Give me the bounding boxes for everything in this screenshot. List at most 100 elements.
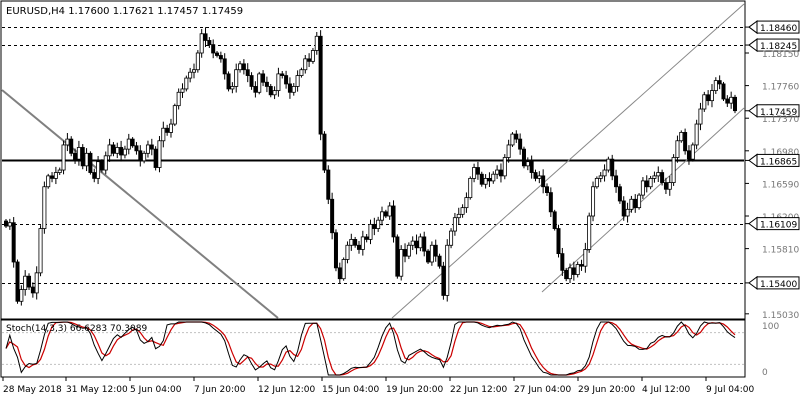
candle-bear[interactable] bbox=[437, 255, 442, 267]
candle-bear[interactable] bbox=[11, 222, 16, 263]
candle-bear[interactable] bbox=[119, 147, 124, 156]
candle-bull[interactable] bbox=[142, 152, 147, 162]
candle-bull[interactable] bbox=[84, 152, 89, 167]
candle-bear[interactable] bbox=[544, 186, 549, 194]
candle-bull[interactable] bbox=[46, 175, 51, 188]
candle-bear[interactable] bbox=[111, 144, 116, 154]
candle-bear[interactable] bbox=[15, 261, 20, 302]
candle-bear[interactable] bbox=[621, 200, 626, 217]
candle-bull[interactable] bbox=[115, 147, 120, 154]
candle-bear[interactable] bbox=[165, 127, 170, 133]
candle-bull[interactable] bbox=[652, 175, 657, 179]
candle-bear[interactable] bbox=[610, 158, 615, 177]
candle-bear[interactable] bbox=[245, 69, 250, 76]
candle-bull[interactable] bbox=[19, 289, 24, 302]
candle-bull[interactable] bbox=[418, 236, 423, 249]
candle-bull[interactable] bbox=[192, 69, 197, 73]
candle-bear[interactable] bbox=[717, 80, 722, 85]
candle-bear[interactable] bbox=[203, 33, 208, 41]
candle-bull[interactable] bbox=[583, 249, 588, 267]
candle-bear[interactable] bbox=[372, 223, 377, 229]
candle-bull[interactable] bbox=[460, 207, 465, 215]
candle-bull[interactable] bbox=[387, 205, 392, 217]
candle-bear[interactable] bbox=[706, 94, 711, 102]
candle-bear[interactable] bbox=[364, 236, 369, 240]
candle-bull[interactable] bbox=[199, 33, 204, 54]
candle-bull[interactable] bbox=[637, 194, 642, 209]
candle-bear[interactable] bbox=[556, 228, 561, 255]
candle-bull[interactable] bbox=[238, 63, 243, 71]
candle-bear[interactable] bbox=[683, 132, 688, 152]
candle-bull[interactable] bbox=[107, 144, 112, 157]
candle-bull[interactable] bbox=[591, 186, 596, 217]
candle-bull[interactable] bbox=[679, 132, 684, 142]
candle-bull[interactable] bbox=[598, 175, 603, 179]
candle-bear[interactable] bbox=[241, 63, 246, 71]
candle-bear[interactable] bbox=[307, 58, 312, 62]
candle-bear[interactable] bbox=[514, 133, 519, 140]
candle-bull[interactable] bbox=[709, 90, 714, 102]
candle-bull[interactable] bbox=[702, 94, 707, 110]
candle-bull[interactable] bbox=[7, 222, 12, 227]
candle-bull[interactable] bbox=[410, 240, 415, 246]
candle-bull[interactable] bbox=[61, 144, 66, 171]
candle-bear[interactable] bbox=[414, 240, 419, 249]
candle-bear[interactable] bbox=[30, 286, 35, 294]
candle-bear[interactable] bbox=[383, 211, 388, 217]
candle-bull[interactable] bbox=[568, 267, 573, 280]
candle-bull[interactable] bbox=[690, 144, 695, 160]
candle-bull[interactable] bbox=[360, 236, 365, 250]
candle-bull[interactable] bbox=[456, 213, 461, 219]
candle-bear[interactable] bbox=[287, 83, 292, 93]
candle-bull[interactable] bbox=[606, 158, 611, 171]
candle-bear[interactable] bbox=[261, 73, 266, 83]
candle-bull[interactable] bbox=[729, 96, 734, 104]
candle-bear[interactable] bbox=[130, 138, 135, 147]
candle-bull[interactable] bbox=[234, 69, 239, 87]
candle-bear[interactable] bbox=[518, 138, 523, 150]
candle-bull[interactable] bbox=[38, 228, 43, 274]
candle-bear[interactable] bbox=[433, 244, 438, 257]
candle-bull[interactable] bbox=[380, 211, 385, 221]
candle-bear[interactable] bbox=[633, 198, 638, 209]
candle-bear[interactable] bbox=[264, 81, 269, 87]
candle-bear[interactable] bbox=[552, 211, 557, 229]
candle-bull[interactable] bbox=[145, 144, 150, 154]
candle-bear[interactable] bbox=[356, 244, 361, 250]
candle-bear[interactable] bbox=[330, 198, 335, 234]
candle-bear[interactable] bbox=[644, 180, 649, 188]
candle-bear[interactable] bbox=[560, 253, 565, 271]
candle-bear[interactable] bbox=[686, 150, 691, 160]
candle-bear[interactable] bbox=[564, 269, 569, 280]
candle-bull[interactable] bbox=[314, 35, 319, 51]
candle-bear[interactable] bbox=[226, 73, 231, 90]
candle-bull[interactable] bbox=[157, 140, 162, 168]
candle-bear[interactable] bbox=[426, 250, 431, 263]
candle-bull[interactable] bbox=[648, 177, 653, 188]
candle-bull[interactable] bbox=[122, 148, 127, 156]
candle-bull[interactable] bbox=[483, 177, 488, 185]
candle-bear[interactable] bbox=[322, 133, 327, 171]
candle-bear[interactable] bbox=[207, 40, 212, 46]
candle-bear[interactable] bbox=[280, 73, 285, 76]
candle-bull[interactable] bbox=[495, 169, 500, 175]
candle-bull[interactable] bbox=[195, 52, 200, 71]
candle-bear[interactable] bbox=[441, 265, 446, 296]
candle-bear[interactable] bbox=[134, 145, 139, 152]
candle-bear[interactable] bbox=[218, 55, 223, 60]
candle-bull[interactable] bbox=[126, 138, 131, 150]
candle-bull[interactable] bbox=[602, 169, 607, 177]
candle-bull[interactable] bbox=[276, 73, 281, 92]
candle-bear[interactable] bbox=[403, 249, 408, 257]
candle-bull[interactable] bbox=[257, 73, 262, 93]
candle-bull[interactable] bbox=[537, 175, 542, 179]
candle-bull[interactable] bbox=[502, 157, 507, 177]
candle-bear[interactable] bbox=[326, 169, 331, 200]
candle-bear[interactable] bbox=[211, 44, 216, 54]
candle-bear[interactable] bbox=[541, 175, 546, 188]
candle-bear[interactable] bbox=[138, 150, 143, 162]
candle-bull[interactable] bbox=[694, 123, 699, 146]
candle-bull[interactable] bbox=[667, 182, 672, 190]
candle-bull[interactable] bbox=[506, 144, 511, 158]
candle-bear[interactable] bbox=[4, 220, 9, 227]
